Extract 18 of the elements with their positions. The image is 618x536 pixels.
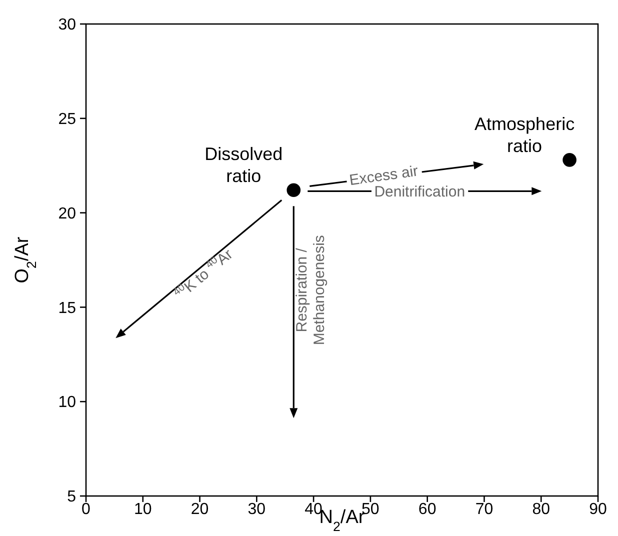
x-tick-label: 80	[532, 501, 550, 518]
annotation: Respiration / Methanogenesis	[294, 235, 328, 346]
x-tick-label: 30	[248, 501, 266, 518]
y-tick-label: 5	[67, 488, 76, 506]
y-tick-label: 20	[58, 205, 76, 222]
y-tick-label: 15	[58, 300, 76, 317]
x-tick-label: 10	[134, 501, 152, 518]
y-tick-label: 25	[58, 111, 76, 128]
x-tick-label: 0	[82, 501, 91, 518]
x-tick-label: 90	[589, 501, 607, 518]
y-tick-label: 30	[58, 16, 76, 34]
annotation: Dissolved ratio	[204, 144, 283, 186]
x-tick-label: 70	[475, 501, 494, 518]
y-tick-label: 10	[58, 394, 76, 412]
annotation: Atmospheric ratio	[474, 114, 575, 156]
x-tick-label: 50	[362, 501, 380, 518]
x-tick-label: 60	[418, 501, 436, 518]
x-tick-label: 20	[190, 501, 209, 518]
